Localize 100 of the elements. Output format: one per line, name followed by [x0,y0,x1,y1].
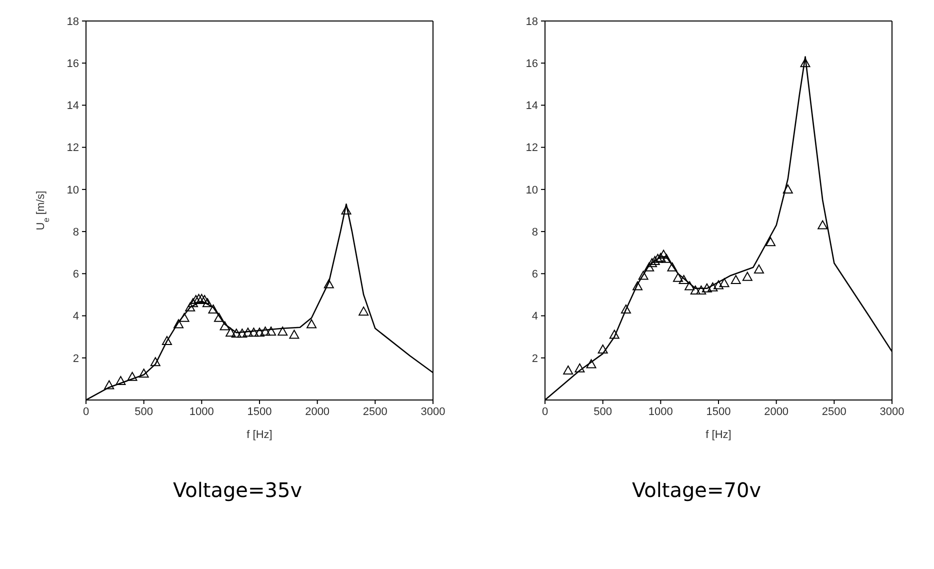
y-tick-label: 12 [66,142,78,154]
point [277,326,288,336]
y-tick-label: 2 [72,352,78,365]
point [340,206,351,214]
point [248,328,258,337]
point [696,286,706,295]
point [644,262,654,272]
point [193,294,204,303]
point [713,280,723,290]
point [173,319,184,328]
point [586,359,596,368]
x-tick-label: 2000 [764,406,788,418]
x-tick-label: 1000 [648,406,672,418]
point [115,376,126,386]
point [652,254,662,263]
point [161,336,172,346]
point [678,274,688,284]
point [574,363,584,372]
point [260,326,270,336]
point [196,294,206,303]
x-tick-label: 3000 [879,406,904,418]
x-tick-label: 500 [593,406,612,418]
point [817,220,828,230]
point [658,250,668,259]
point [684,281,694,290]
y-tick-label: 4 [72,310,78,323]
point [649,256,660,266]
text: Voltage=35v [172,478,302,502]
point [288,330,299,339]
y-tick-label: 8 [72,226,78,238]
x-tick-label: 2500 [362,406,387,418]
y-tick-label: 18 [66,16,78,28]
point [782,184,792,194]
point [655,252,666,262]
point [126,372,137,381]
point [742,272,752,281]
y-tick-label: 18 [525,16,538,28]
point [358,306,368,316]
point [214,312,224,322]
y-tick-label: 14 [66,100,78,112]
point [236,328,247,338]
point [690,286,700,295]
x-axis-title: f [Hz] [246,429,272,441]
point [323,279,334,288]
point [202,298,212,308]
point [672,272,683,282]
y-tick-label: 16 [525,58,538,70]
point [225,328,236,337]
point [753,264,764,274]
y-tick-label: 6 [531,268,538,281]
point [707,282,718,292]
point [178,312,189,322]
x-tick-label: 0 [541,406,548,418]
point [230,328,241,338]
point [800,58,810,68]
x-tick-label: 500 [134,406,153,418]
point [632,281,642,290]
point [184,302,195,312]
x-tick-label: 2000 [304,406,330,418]
x-tick-label: 3000 [420,406,445,418]
point [208,304,218,314]
point [765,237,776,246]
point [718,278,729,288]
point [138,368,148,378]
point [608,330,619,339]
point [660,254,671,263]
point [638,270,648,280]
y-tick-label: 14 [525,100,538,112]
point [701,283,712,292]
point [104,380,114,390]
x-axis-title: f [Hz] [705,429,731,441]
point [150,357,160,366]
point [562,366,573,375]
point [199,294,210,304]
point [597,344,608,354]
point [219,321,230,330]
x-tick-label: 2500 [821,406,846,418]
text: Voltage=70v [632,478,762,502]
y-tick-label: 8 [531,226,538,238]
point [187,298,198,308]
point [646,258,656,268]
point [266,326,276,336]
point [254,328,264,337]
point [190,294,200,304]
y-tick-label: 2 [531,352,538,365]
y-tick-label: 16 [66,58,78,70]
y-tick-label: 4 [531,310,538,323]
x-tick-label: 1500 [706,406,730,418]
x-tick-label: 0 [82,406,89,418]
x-tick-label: 1000 [188,406,214,418]
y-tick-label: 10 [525,184,538,196]
point [620,304,630,314]
y-tick-label: 6 [72,268,78,281]
y-tick-label: 12 [525,142,538,154]
y-tick-label: 10 [66,184,78,196]
point [242,328,252,337]
point [730,274,740,284]
point [666,262,677,272]
x-tick-label: 1500 [246,406,272,418]
point [306,319,316,328]
